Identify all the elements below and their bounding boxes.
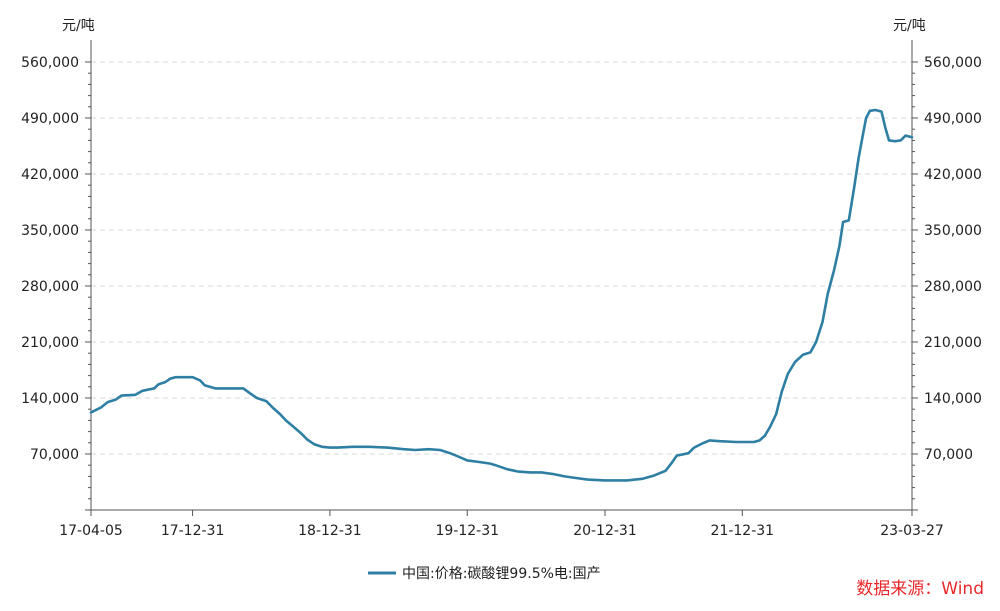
y-tick-label-left: 420,000 — [21, 167, 79, 183]
x-tick-label: 17-12-31 — [161, 523, 225, 539]
y-tick-label-left: 560,000 — [21, 55, 79, 71]
x-tick-label: 18-12-31 — [298, 523, 362, 539]
legend: 中国:价格:碳酸锂99.5%电:国产 — [368, 566, 601, 582]
y-tick-label-right: 560,000 — [924, 55, 982, 71]
y-tick-label-right: 490,000 — [924, 111, 982, 127]
y-tick-label-left: 490,000 — [21, 111, 79, 127]
y-tick-label-left: 140,000 — [21, 391, 79, 407]
y-axis-unit-left: 元/吨 — [62, 18, 95, 34]
y-tick-label-left: 70,000 — [30, 447, 79, 463]
legend-label: 中国:价格:碳酸锂99.5%电:国产 — [402, 566, 601, 582]
y-tick-label-left: 350,000 — [21, 223, 79, 239]
y-axis-unit-right: 元/吨 — [893, 18, 926, 34]
axes: 70,000 70,000 140,000 140,000 210,000 210,000… — [21, 40, 982, 539]
x-tick-label: 19-12-31 — [435, 523, 499, 539]
y-tick-label-left: 280,000 — [21, 279, 79, 295]
y-tick-label-right: 70,000 — [924, 447, 973, 463]
gridlines — [91, 61, 912, 455]
series-layer — [89, 108, 914, 482]
y-tick-label-right: 350,000 — [924, 223, 982, 239]
y-tick-label-right: 280,000 — [924, 279, 982, 295]
x-tick-label: 17-04-05 — [59, 523, 123, 539]
data-source-note: 数据来源：Wind — [856, 579, 984, 599]
x-tick-label: 21-12-31 — [711, 523, 775, 539]
y-tick-label-right: 210,000 — [924, 335, 982, 351]
y-tick-label-right: 420,000 — [924, 167, 982, 183]
x-tick-label: 23-03-27 — [880, 523, 944, 539]
y-tick-label-right: 140,000 — [924, 391, 982, 407]
x-tick-label: 20-12-31 — [573, 523, 637, 539]
y-tick-label-left: 210,000 — [21, 335, 79, 351]
series-line-lithium-carbonate-price — [89, 108, 914, 482]
